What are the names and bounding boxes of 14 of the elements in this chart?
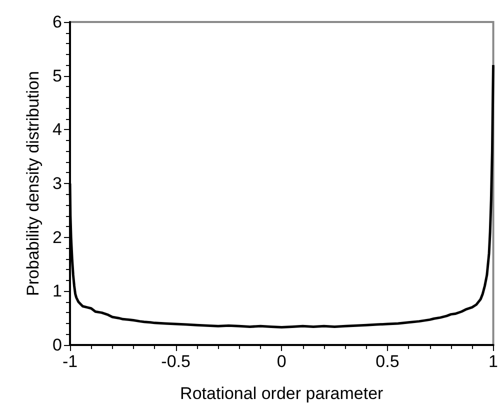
y-axis-title: Probability density distribution <box>24 71 43 296</box>
y-tick-label: 1 <box>52 282 62 301</box>
x-tick-label: 0 <box>276 352 286 371</box>
x-tick-label: -1 <box>62 352 78 371</box>
x-tick-label: -0.5 <box>161 352 190 371</box>
y-tick-label: 5 <box>52 66 62 86</box>
y-tick-label: 4 <box>52 120 62 140</box>
y-tick-label: 2 <box>52 228 62 247</box>
y-tick-label: 0 <box>52 336 62 354</box>
x-axis-title: Rotational order parameter <box>180 384 384 403</box>
y-tick-label: 6 <box>52 12 62 32</box>
x-tick-label: 1 <box>488 352 498 371</box>
y-tick-label: 3 <box>52 174 62 193</box>
x-tick-label: 0.5 <box>376 352 400 371</box>
